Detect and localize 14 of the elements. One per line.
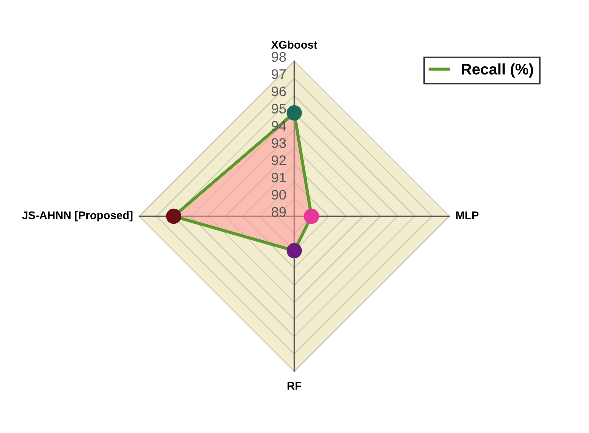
y-tick-label: 97 <box>272 70 286 80</box>
y-tick-label: 89 <box>272 207 286 218</box>
spoke-label: XGboost <box>271 40 318 49</box>
y-tick-label: 92 <box>272 156 286 166</box>
legend-label: Recall (%) <box>462 64 534 78</box>
y-tick-label: 95 <box>272 104 286 114</box>
y-tick-label: 91 <box>272 172 286 183</box>
y-tick-label: 98 <box>272 52 286 62</box>
spoke-label: MLP <box>456 212 479 220</box>
spoke-label: JS-AHNN [Proposed] <box>22 211 133 222</box>
y-tick-label: 96 <box>272 86 286 97</box>
spoke-label: RF <box>288 382 302 390</box>
y-tick-label: 93 <box>272 138 286 148</box>
y-tick-label: 90 <box>272 190 286 200</box>
